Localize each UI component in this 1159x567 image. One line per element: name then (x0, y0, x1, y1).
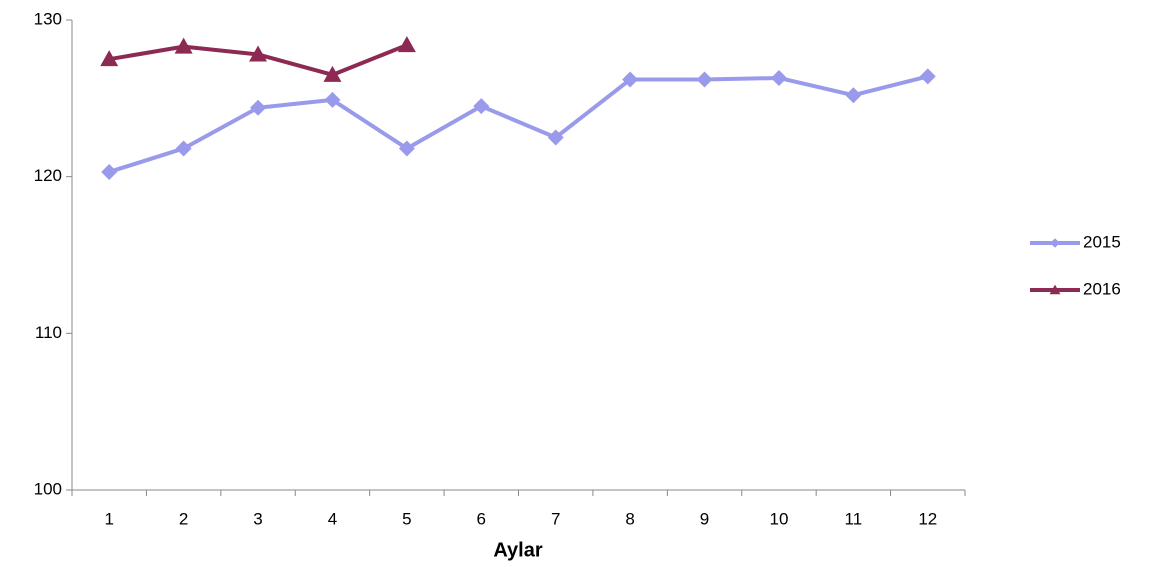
y-tick-label: 130 (34, 9, 62, 28)
x-tick-label: 12 (918, 509, 937, 528)
marker (101, 163, 118, 180)
x-axis-title: Aylar (493, 539, 543, 561)
x-tick-label: 4 (328, 509, 337, 528)
y-tick-label: 110 (35, 323, 62, 342)
marker (249, 45, 268, 62)
legend-marker (1049, 284, 1061, 295)
series-line (108, 74, 929, 174)
marker (175, 140, 192, 157)
x-tick-label: 5 (402, 509, 411, 528)
marker (397, 36, 416, 53)
marker (174, 37, 193, 54)
x-tick-label: 7 (551, 509, 560, 528)
x-tick-label: 2 (179, 509, 188, 528)
marker (845, 87, 862, 104)
x-tick-label: 1 (104, 509, 113, 528)
y-tick-label: 100 (34, 479, 62, 498)
marker (324, 91, 341, 108)
marker (250, 99, 267, 116)
marker (919, 68, 936, 85)
marker (100, 50, 119, 67)
legend-label: 2015 (1083, 232, 1121, 251)
marker (398, 140, 415, 157)
x-tick-label: 9 (700, 509, 709, 528)
x-tick-label: 8 (625, 509, 634, 528)
x-tick-label: 11 (845, 509, 863, 528)
marker (770, 69, 787, 86)
y-tick-label: 120 (34, 166, 62, 185)
x-tick-label: 10 (769, 509, 788, 528)
marker (323, 65, 342, 82)
marker (622, 71, 639, 88)
marker (696, 71, 713, 88)
x-tick-label: 3 (253, 509, 262, 528)
legend-label: 2016 (1083, 279, 1121, 298)
legend-marker (1050, 238, 1060, 248)
marker (473, 98, 490, 115)
x-tick-label: 6 (477, 509, 486, 528)
marker (547, 129, 564, 146)
